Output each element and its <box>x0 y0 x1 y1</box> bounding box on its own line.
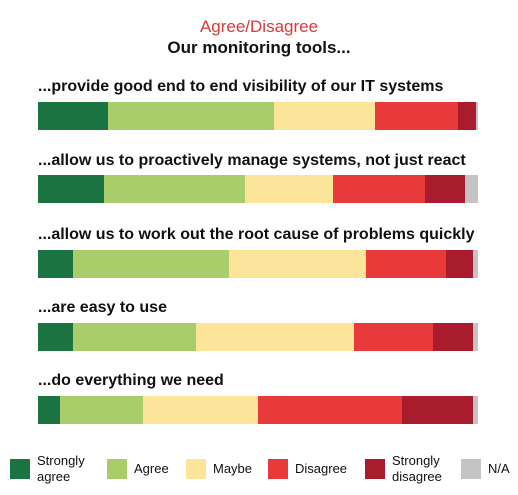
bar-segment-disagree <box>332 175 426 203</box>
legend-swatch <box>365 459 385 479</box>
legend-item: Strongly disagree <box>365 453 442 485</box>
bar-segment-agree <box>73 250 229 278</box>
legend-item: Disagree <box>268 453 347 485</box>
stacked-bar <box>38 175 478 203</box>
bar-segment-strongly-agree <box>38 396 60 424</box>
bar-segment-strongly-disagree <box>433 323 473 351</box>
legend-swatch <box>10 459 30 479</box>
stacked-bar <box>38 323 478 351</box>
bar-segment-strongly-agree <box>38 102 109 130</box>
bar-segment-n-a <box>472 250 478 278</box>
bar-segment-strongly-disagree <box>402 396 473 424</box>
bar-segment-strongly-agree <box>38 323 74 351</box>
bar-segment-strongly-agree <box>38 250 74 278</box>
legend-swatch <box>461 459 481 479</box>
bar-segment-maybe <box>228 250 367 278</box>
bar-segment-n-a <box>464 175 478 203</box>
bar-segment-maybe <box>274 102 376 130</box>
legend-label: N/A <box>488 461 510 476</box>
bar-segment-agree <box>73 323 197 351</box>
legend-swatch <box>268 459 288 479</box>
bar-segment-strongly-disagree <box>425 175 465 203</box>
legend-swatch <box>186 459 206 479</box>
bar-segment-maybe <box>143 396 258 424</box>
bar-segment-strongly-disagree <box>458 102 476 130</box>
legend-item: N/A <box>461 453 510 485</box>
bar-segment-disagree <box>366 250 447 278</box>
stacked-bar <box>38 102 478 130</box>
bar-segment-strongly-agree <box>38 175 104 203</box>
bar-segment-maybe <box>244 175 333 203</box>
bar-segment-agree <box>59 396 144 424</box>
bar-segment-n-a <box>475 102 478 130</box>
category-label: ...allow us to proactively manage system… <box>38 152 466 169</box>
bar-segment-agree <box>104 175 245 203</box>
legend-swatch <box>107 459 127 479</box>
category-label: ...are easy to use <box>38 299 167 316</box>
bar-segment-disagree <box>354 323 434 351</box>
legend-item: Strongly agree <box>10 453 85 485</box>
legend-item: Agree <box>107 453 169 485</box>
stacked-bar <box>38 250 478 278</box>
bar-segment-disagree <box>375 102 459 130</box>
bar-segment-maybe <box>196 323 355 351</box>
bar-segment-disagree <box>257 396 403 424</box>
chart-title: Agree/Disagree <box>199 17 319 36</box>
legend-label: Strongly agree <box>37 453 85 484</box>
chart-subtitle: Our monitoring tools... <box>167 38 351 57</box>
bar-segment-agree <box>108 102 275 130</box>
bar-segment-n-a <box>472 396 478 424</box>
legend-item: Maybe <box>186 453 252 485</box>
stacked-bar <box>38 396 478 424</box>
category-label: ...allow us to work out the root cause o… <box>38 226 475 243</box>
legend-label: Strongly disagree <box>392 453 442 484</box>
legend-label: Maybe <box>213 461 253 476</box>
bar-segment-n-a <box>472 323 478 351</box>
bar-segment-strongly-disagree <box>446 250 473 278</box>
legend-label: Agree <box>134 461 169 476</box>
category-label: ...provide good end to end visibility of… <box>38 78 444 95</box>
category-label: ...do everything we need <box>38 372 224 389</box>
legend-label: Disagree <box>295 461 348 476</box>
